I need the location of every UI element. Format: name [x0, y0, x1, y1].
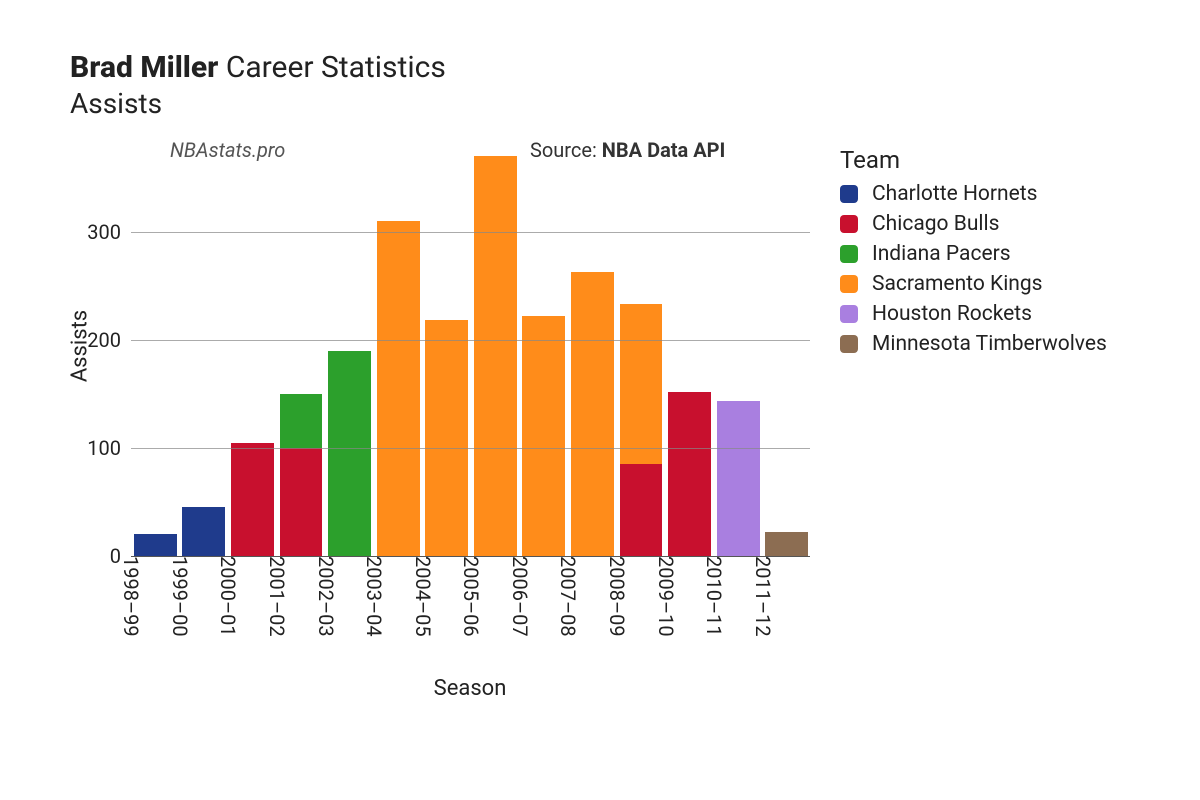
x-tick-label: 2010–11 [702, 556, 734, 637]
bar-segment [280, 448, 323, 556]
x-tick-label: 2011–12 [751, 556, 783, 637]
gridline [131, 448, 810, 449]
x-axis-line [131, 556, 810, 557]
legend-label: Charlotte Hornets [872, 182, 1037, 206]
y-tick-label: 0 [110, 544, 131, 568]
bar-segment [280, 394, 323, 448]
bar-segment [620, 464, 663, 556]
legend-label: Chicago Bulls [872, 212, 999, 236]
bar-segment [231, 443, 274, 557]
legend-label: Sacramento Kings [872, 272, 1043, 296]
bar-segment [328, 351, 371, 556]
bar: 2011–12 [765, 156, 808, 556]
x-tick-label: 2000–01 [216, 556, 248, 637]
legend-label: Minnesota Timberwolves [872, 332, 1107, 356]
x-tick-label: 1999–00 [168, 556, 200, 637]
legend-title: Team [840, 146, 1107, 174]
legend-swatch [840, 335, 858, 353]
x-tick-label: 2008–09 [605, 556, 637, 637]
stat-name: Assists [70, 87, 1160, 120]
bar: 2007–08 [571, 156, 614, 556]
legend-swatch [840, 245, 858, 263]
bar: 2010–11 [717, 156, 760, 556]
x-tick-label: 2006–07 [508, 556, 540, 637]
legend-item: Chicago Bulls [840, 212, 1107, 236]
y-tick-label: 100 [87, 436, 131, 460]
legend-item: Indiana Pacers [840, 242, 1107, 266]
bar: 2004–05 [425, 156, 468, 556]
title-suffix: Career Statistics [226, 50, 446, 85]
x-tick-label: 1998–99 [119, 556, 151, 637]
bars-group: 1998–991999–002000–012001–022002–032003–… [131, 156, 810, 556]
gridline [131, 340, 810, 341]
legend-swatch [840, 215, 858, 233]
legend-item: Houston Rockets [840, 302, 1107, 326]
bar: 2006–07 [522, 156, 565, 556]
x-tick-label: 2004–05 [411, 556, 443, 637]
bar: 1999–00 [182, 156, 225, 556]
bar-segment [377, 221, 420, 556]
x-tick-label: 2005–06 [459, 556, 491, 637]
x-tick-label: 2007–08 [556, 556, 588, 637]
x-tick-label: 2009–10 [654, 556, 686, 637]
bar: 2008–09 [620, 156, 663, 556]
gridline [131, 232, 810, 233]
bar-segment [717, 401, 760, 556]
y-tick-label: 300 [87, 220, 131, 244]
legend-swatch [840, 275, 858, 293]
legend-item: Sacramento Kings [840, 272, 1107, 296]
bar: 2005–06 [474, 156, 517, 556]
legend-swatch [840, 185, 858, 203]
player-name: Brad Miller [70, 50, 218, 85]
bar-segment [182, 507, 225, 556]
bar-segment [571, 272, 614, 556]
bar-segment [765, 532, 808, 556]
legend-swatch [840, 305, 858, 323]
plot-area: 1998–991999–002000–012001–022002–032003–… [130, 156, 810, 556]
bar: 2002–03 [328, 156, 371, 556]
legend-label: Houston Rockets [872, 302, 1032, 326]
bar: 2009–10 [668, 156, 711, 556]
y-tick-label: 200 [87, 328, 131, 352]
bar: 1998–99 [134, 156, 177, 556]
bar-segment [474, 156, 517, 556]
legend-label: Indiana Pacers [872, 242, 1011, 266]
bar-segment [668, 392, 711, 556]
bar-segment [620, 304, 663, 464]
bar-segment [522, 316, 565, 556]
legend-item: Charlotte Hornets [840, 182, 1107, 206]
chart-title: Brad Miller Career Statistics [70, 50, 1160, 85]
legend-item: Minnesota Timberwolves [840, 332, 1107, 356]
x-tick-label: 2003–04 [362, 556, 394, 637]
bar-segment [134, 534, 177, 556]
chart-container: Brad Miller Career Statistics Assists NB… [0, 0, 1200, 800]
legend: Team Charlotte Hornets Chicago Bulls India… [840, 146, 1107, 362]
title-block: Brad Miller Career Statistics Assists [70, 50, 1160, 120]
bar: 2000–01 [231, 156, 274, 556]
x-tick-label: 2002–03 [314, 556, 346, 637]
bar: 2001–02 [280, 156, 323, 556]
x-axis-label: Season [434, 676, 507, 701]
x-tick-label: 2001–02 [265, 556, 297, 637]
bar-segment [425, 320, 468, 556]
bar: 2003–04 [377, 156, 420, 556]
